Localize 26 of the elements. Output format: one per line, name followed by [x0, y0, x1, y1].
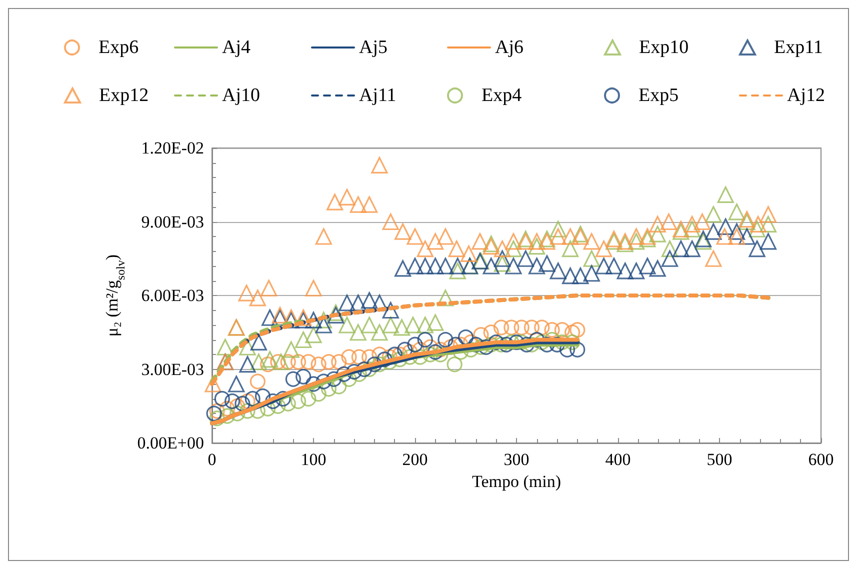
legend-label: Exp4 [482, 85, 522, 106]
legend-label: Exp10 [639, 37, 689, 58]
legend-label: Aj12 [787, 85, 825, 106]
x-tick-label: 100 [300, 450, 326, 469]
x-tick-label: 0 [208, 450, 216, 469]
x-tick-label: 600 [808, 450, 834, 469]
legend-label: Aj4 [222, 37, 251, 58]
legend-label: Aj6 [495, 37, 524, 58]
y-tick-label: 0.00E+00 [137, 434, 204, 452]
y-tick-label: 1.20E-02 [141, 138, 204, 158]
y-tick-label: 6.00E-03 [141, 286, 204, 305]
y-tick-label: 3.00E-03 [141, 360, 204, 379]
y-axis-title: μ₂ (m²/gsolv) [102, 254, 128, 337]
legend-label: Aj10 [222, 85, 260, 106]
legend-label: Aj11 [359, 85, 396, 106]
x-tick-label: 300 [504, 450, 530, 469]
x-axis-title: Tempo (min) [472, 472, 561, 491]
legend-label: Aj5 [359, 37, 388, 58]
legend-label: Exp5 [638, 85, 679, 106]
legend-label: Exp12 [99, 85, 149, 106]
x-tick-label: 400 [605, 450, 631, 469]
x-tick-label: 200 [402, 450, 428, 469]
legend-label: Exp11 [774, 37, 823, 58]
x-tick-label: 500 [706, 450, 732, 469]
legend-label: Exp6 [98, 37, 139, 58]
y-tick-label: 9.00E-03 [141, 212, 204, 232]
